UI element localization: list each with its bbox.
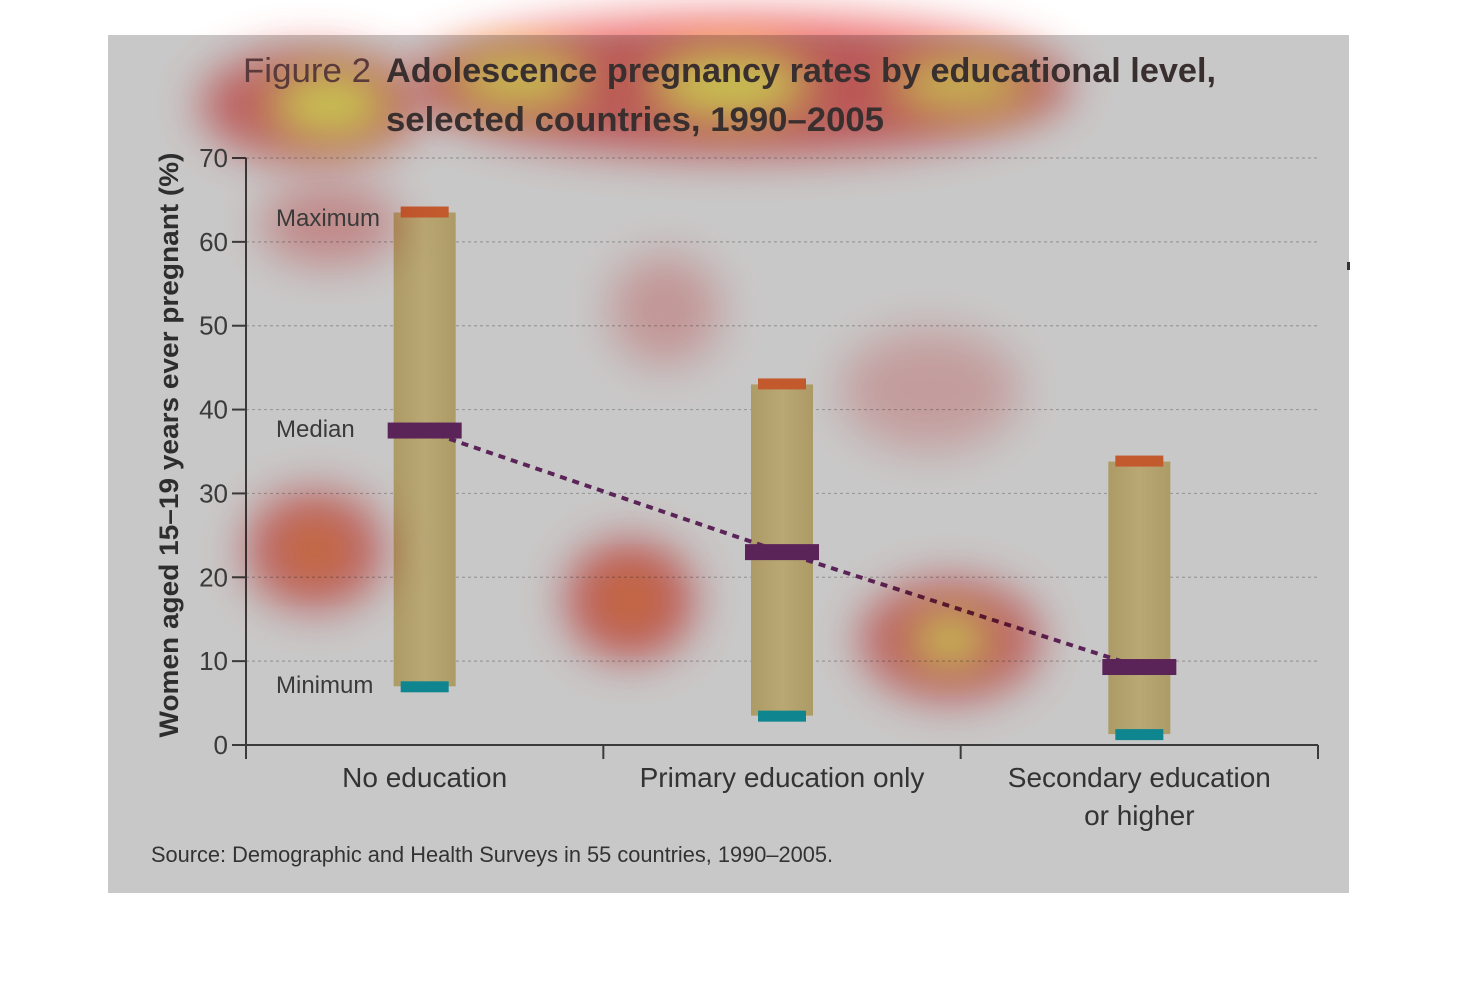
figure-label: Figure 2: [243, 52, 371, 90]
heat-blob-6: [260, 185, 400, 265]
chart-text: Figure 2 Adolescence pregnancy rates by …: [151, 52, 1216, 867]
range-bar-0: [393, 212, 456, 687]
heat-blob-2: [270, 70, 390, 140]
chart-title-line1: Adolescence pregnancy rates by education…: [386, 52, 1216, 90]
minimum-mark-0: [400, 681, 449, 693]
heat-blob-8: [840, 330, 1020, 450]
category-label-2-0: Secondary education: [1008, 762, 1271, 793]
y-tick-label-70: 70: [199, 143, 228, 173]
range-bar-2: [1108, 461, 1171, 735]
heat-blob-7: [610, 255, 720, 365]
axes: [232, 157, 1319, 759]
minimum-mark-1: [758, 710, 806, 722]
annotation-minimum: Minimum: [276, 672, 373, 699]
y-tick-label-0: 0: [214, 730, 228, 760]
category-labels: No education Primary education only Second…: [342, 762, 1271, 831]
heat-blob-4: [650, 50, 810, 120]
annotation-maximum: Maximum: [276, 205, 380, 232]
median-mark-2: [1102, 659, 1177, 676]
y-tick-label-60: 60: [199, 227, 228, 257]
category-label-2-1: or higher: [1084, 800, 1195, 831]
median-mark-0: [387, 422, 462, 439]
maximum-mark-0: [400, 206, 449, 218]
source-note: Source: Demographic and Health Surveys i…: [151, 842, 833, 867]
tick-labels: 0 10 20 30 40 50 60 70: [199, 143, 228, 760]
median-mark-1: [745, 544, 819, 561]
y-tick-label-20: 20: [199, 562, 228, 592]
y-tick-label-10: 10: [199, 646, 228, 676]
heat-blob-12: [600, 572, 660, 628]
heat-blob-14: [910, 612, 990, 668]
y-axis-label: Women aged 15–19 years ever pregnant (%): [154, 153, 184, 738]
y-tick-label-50: 50: [199, 311, 228, 341]
heat-blob-10: [285, 522, 345, 578]
category-label-1-0: Primary education only: [640, 762, 925, 793]
y-tick-label-40: 40: [199, 395, 228, 425]
heat-blob-3: [450, 50, 590, 110]
annotation-median: Median: [276, 416, 355, 443]
chart-title-line2: selected countries, 1990–2005: [386, 101, 884, 139]
marks: [387, 206, 1177, 741]
heatmap-overlay: [200, 15, 1070, 700]
heat-blob-5: [890, 57, 1030, 113]
maximum-mark-2: [1115, 455, 1164, 467]
category-label-0-0: No education: [342, 762, 507, 793]
edge-tick: [1347, 262, 1350, 270]
maximum-mark-1: [758, 378, 806, 390]
y-tick-label-30: 30: [199, 478, 228, 508]
minimum-mark-2: [1115, 729, 1164, 741]
